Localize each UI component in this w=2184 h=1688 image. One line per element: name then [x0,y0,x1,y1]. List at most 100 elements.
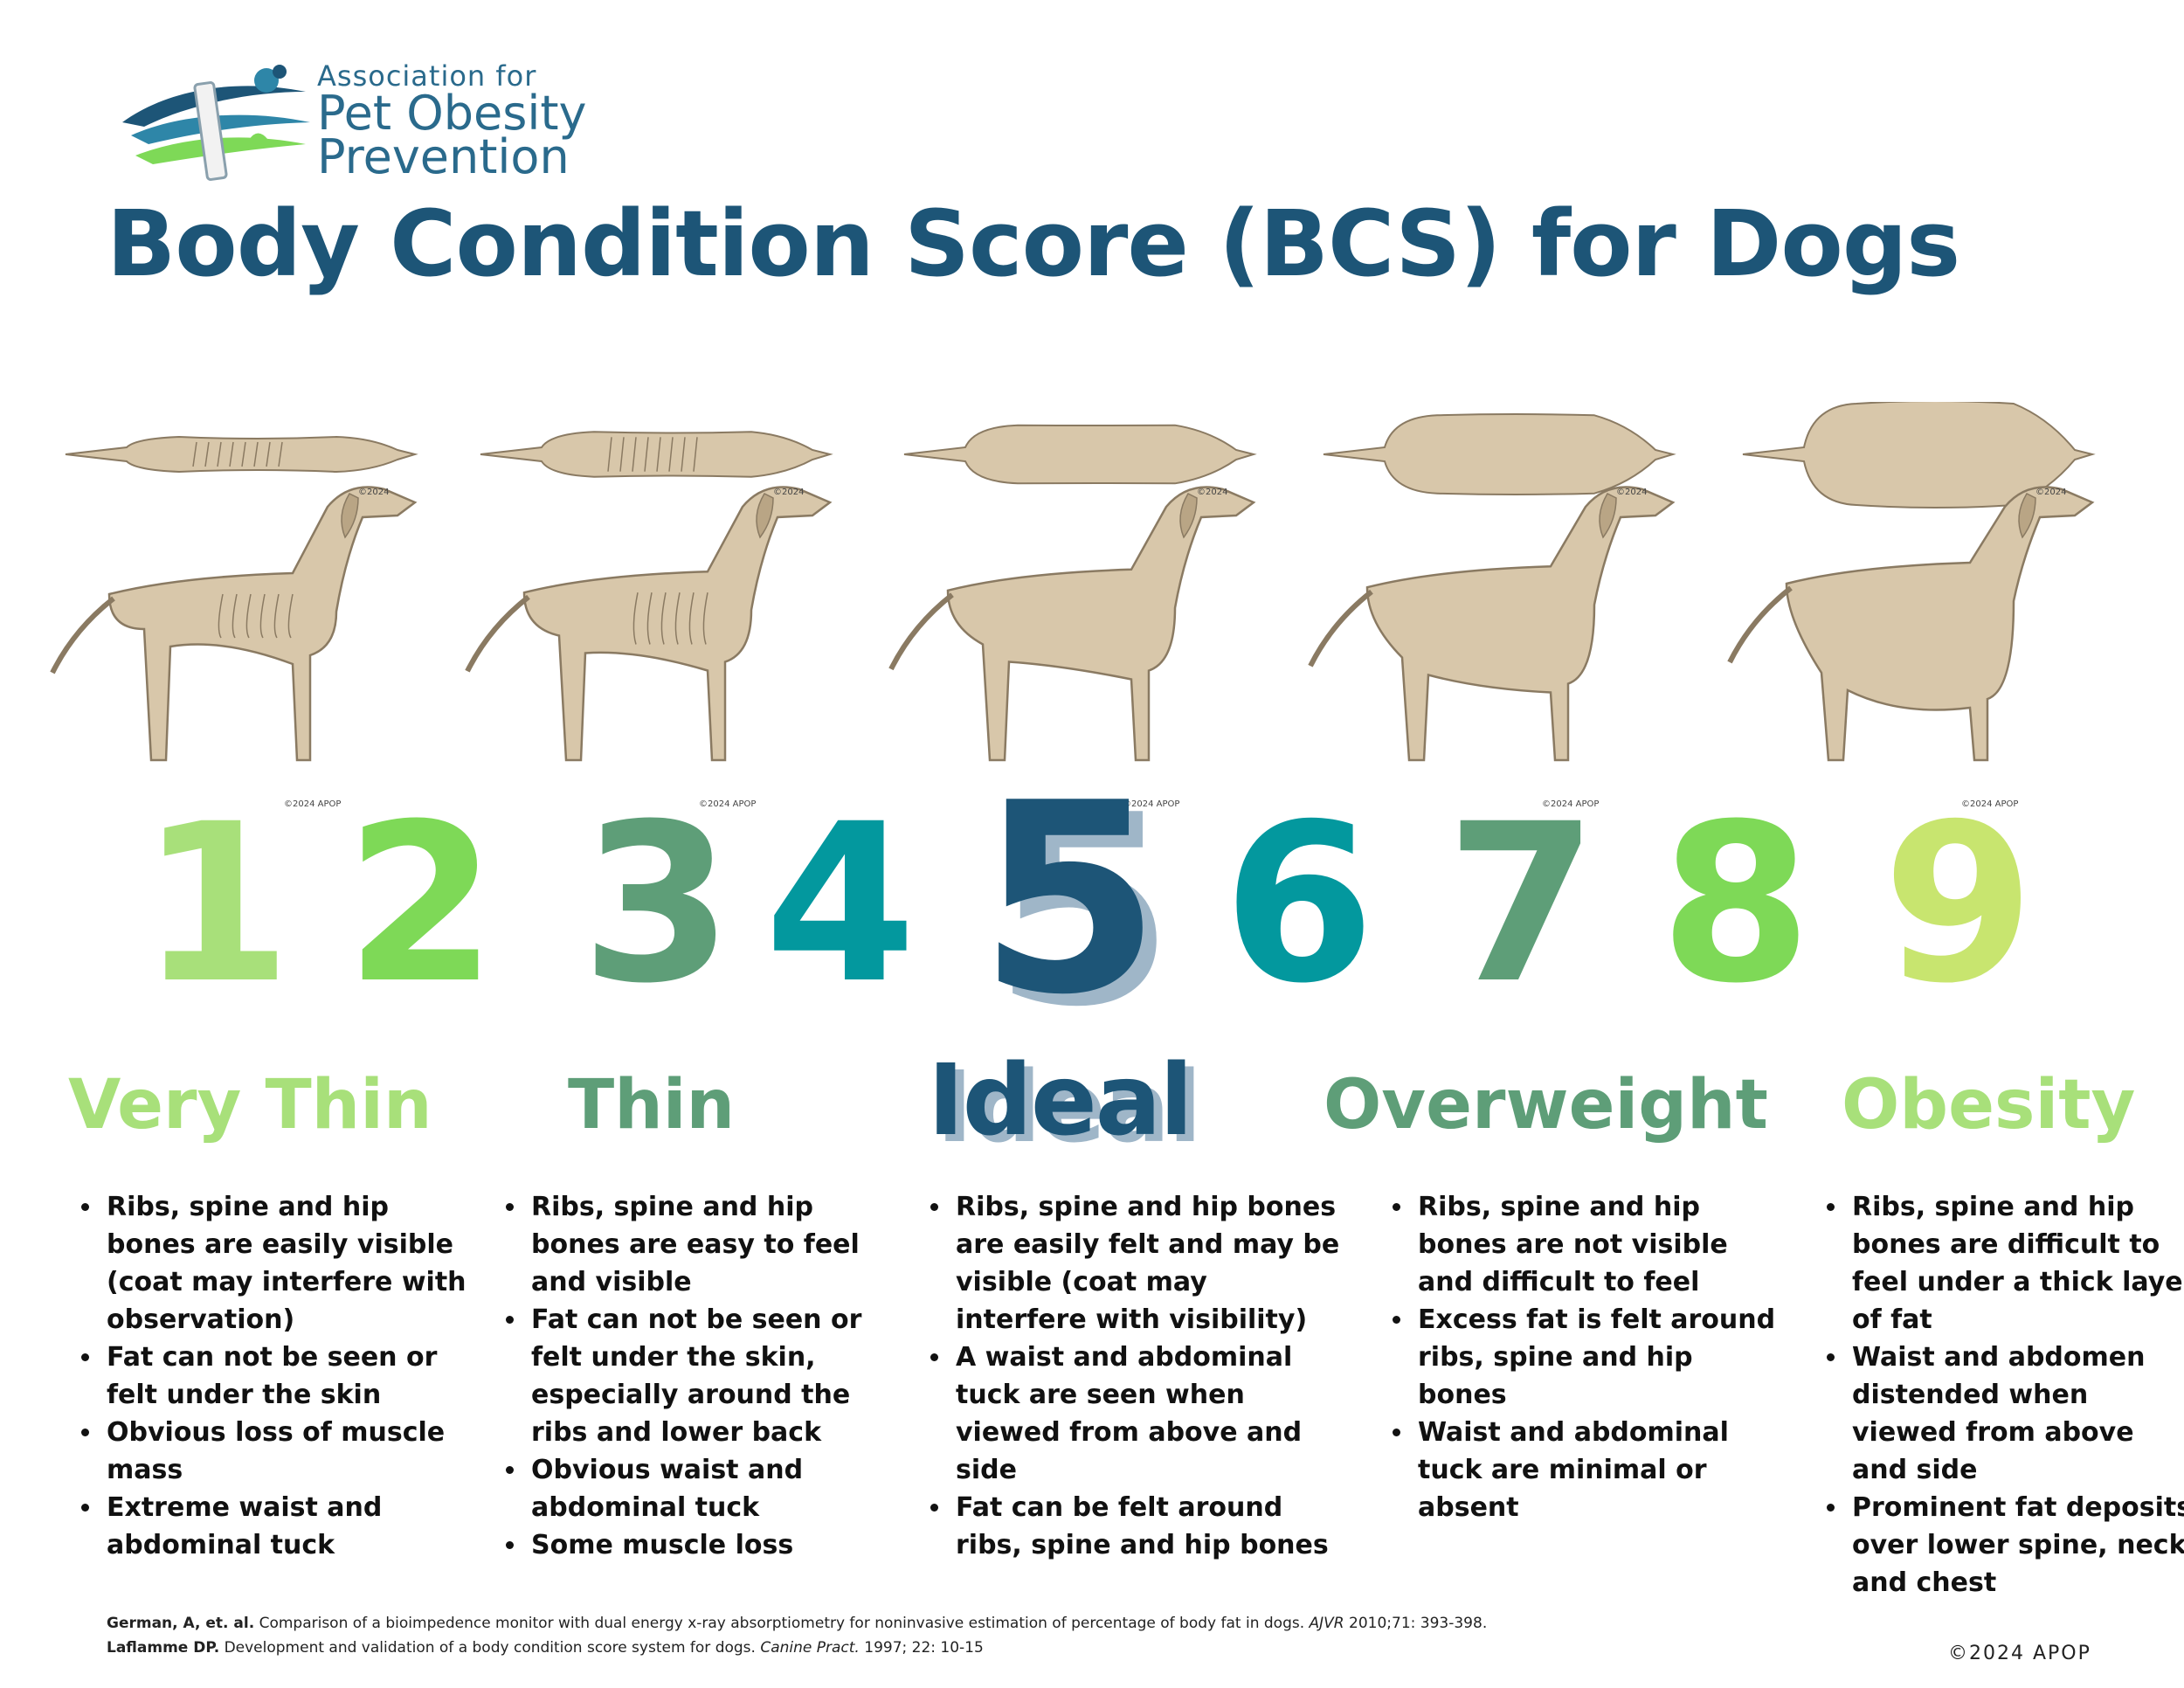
category-obesity: Obesity [1842,1066,2136,1145]
rib-mark [646,592,653,645]
reference-2: Laflamme DP. Development and validation … [107,1639,984,1657]
dog-2-icon [465,431,833,762]
rib-mark [656,437,661,472]
illustration-copyright-tag: ©2024 [358,488,390,497]
list-item: Extreme waist and abdominal tuck [103,1489,470,1564]
list-item: Prominent fat deposits over lower spine,… [1849,1489,2184,1602]
reference-tail: 2010;71: 393-398. [1344,1615,1488,1632]
list-item: Ribs, spine and hip bones are difficult … [1849,1188,2184,1339]
ideal-criteria: Ribs, spine and hip bones are easily fel… [914,1188,1345,1564]
rib-mark [259,593,266,639]
rib-mark [693,437,698,472]
rib-mark [632,437,637,472]
dog-side-view [107,486,418,762]
dog-ear [756,493,774,539]
list-item: Obvious waist and abdominal tuck [528,1451,877,1526]
logo-text-line-1: Association for [317,59,537,93]
rib-mark [702,592,708,645]
list-item: Ribs, spine and hip bones are easily fel… [952,1188,1345,1339]
reference-author: Laflamme DP. [107,1639,220,1657]
list-item: A waist and abdominal tuck are seen when… [952,1339,1345,1489]
logo-emblem-icon [122,65,310,181]
rib-mark [278,441,283,467]
rib-mark [217,441,222,467]
score-5: 5 [978,747,1161,1052]
dog-tail [465,594,530,673]
list-item: Ribs, spine and hip bones are not visibl… [1414,1188,1781,1301]
dog-ear [1179,493,1198,539]
page-title: Body Condition Score (BCS) for Dogs [107,190,1960,297]
dog-side-view [522,486,833,762]
illustration-copyright-tag: ©2024 [1197,488,1228,497]
rib-mark [619,437,625,472]
dog-illustration-4: ©2024 ©2024 APOP [1306,402,1682,813]
dog-ear [2018,493,2036,539]
overweight-criteria: Ribs, spine and hip bones are not visibl… [1376,1188,1781,1526]
logo-text-line-2: Pet Obesity [317,86,587,141]
apop-logo: Association for Pet Obesity Prevention [118,52,607,184]
score-7: 7 [1446,777,1598,1031]
reference-author: German, A, et. al. [107,1615,255,1632]
reference-text: Comparison of a bioimpedence monitor wit… [254,1615,1310,1632]
category-thin: Thin [568,1066,736,1145]
score-4: 4 [764,777,916,1031]
rib-mark [688,592,695,645]
dog-4-icon [1308,413,1676,762]
logo-text-line-3: Prevention [317,129,570,184]
score-2: 2 [345,777,497,1031]
illustration-copyright-tag: ©2024 APOP [1542,799,1600,809]
rib-mark [218,593,224,639]
reference-journal: Canine Pract. [760,1639,860,1657]
rib-mark [253,441,259,467]
rib-mark [273,593,280,639]
illustration-copyright-tag: ©2024 APOP [1123,799,1180,809]
list-item: Ribs, spine and hip bones are easily vis… [103,1188,470,1339]
rib-mark [266,441,271,467]
rib-mark [681,437,686,472]
rib-mark [229,441,234,467]
dog-side-view [1365,486,1676,762]
list-item: Some muscle loss [528,1526,877,1564]
illustration-copyright-tag: ©2024 APOP [699,799,757,809]
list-item: Ribs, spine and hip bones are easy to fe… [528,1188,877,1301]
dog-illustration-2: ©2024 ©2024 APOP [463,402,839,813]
reference-text: Development and validation of a body con… [219,1639,761,1657]
illustration-copyright-tag: ©2024 [2035,488,2067,497]
rib-mark [668,437,674,472]
illustration-copyright-tag: ©2024 APOP [284,799,342,809]
dog-top-view [1323,413,1676,495]
illustration-copyright-tag: ©2024 APOP [1961,799,2019,809]
score-8: 8 [1660,777,1812,1031]
dog-ear [1599,493,1617,539]
category-overweight: Overweight [1324,1066,1768,1145]
rib-mark [660,592,667,645]
obesity-criteria: Ribs, spine and hip bones are difficult … [1810,1188,2184,1602]
dog-1-icon [50,435,418,762]
very-thin-criteria: Ribs, spine and hip bones are easily vis… [65,1188,470,1564]
illustration-copyright-tag: ©2024 [773,488,805,497]
rib-mark [632,592,639,645]
illustration-copyright-tag: ©2024 [1616,488,1648,497]
list-item: Obvious loss of muscle mass [103,1414,470,1489]
dog-tail [888,592,954,671]
dog-side-view [1785,486,2095,762]
dog-side-view [946,486,1256,762]
score-6: 6 [1223,777,1375,1031]
list-item: Fat can not be seen or felt under the sk… [528,1301,877,1451]
dog-top-view [65,435,418,474]
rib-mark [245,593,252,639]
category-ideal: Ideal [928,1044,1193,1158]
dog-tail [1727,585,1793,664]
score-3: 3 [581,777,733,1031]
dog-ear [341,493,359,539]
reference-tail: 1997; 22: 10-15 [859,1639,984,1657]
thin-criteria: Ribs, spine and hip bones are easy to fe… [489,1188,877,1564]
list-item: Fat can not be seen or felt under the sk… [103,1339,470,1414]
category-very-thin: Very Thin [68,1066,432,1145]
rib-mark [204,441,210,467]
reference-1: German, A, et. al. Comparison of a bioim… [107,1615,1487,1632]
reference-journal: AJVR [1309,1615,1344,1632]
score-9: 9 [1883,777,2035,1031]
copyright: ©2024 APOP [1948,1643,2091,1664]
dog-top-view [480,431,833,478]
